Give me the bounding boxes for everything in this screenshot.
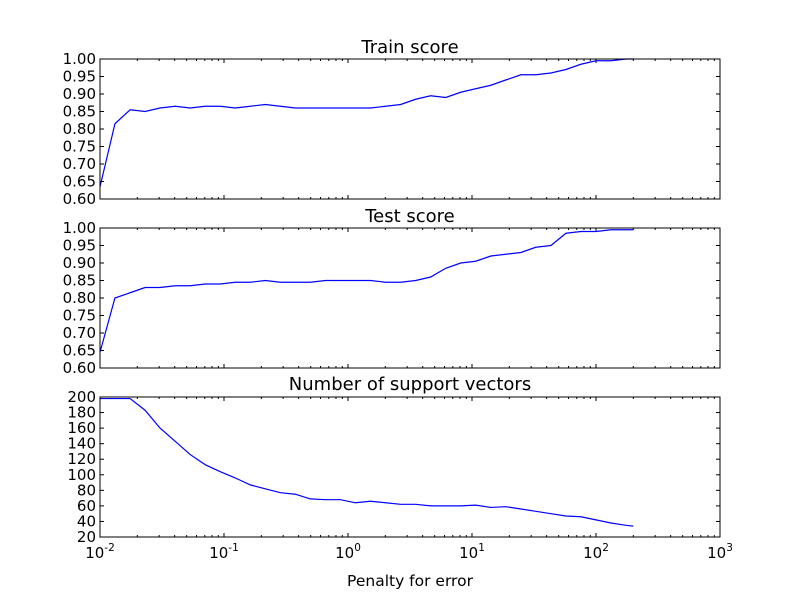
support-vectors-ytick-label: 60 <box>77 497 96 515</box>
x-tick-label-exponent: -2 <box>104 542 114 554</box>
x-tick-label-base: 10 <box>85 544 104 562</box>
x-tick-label-exponent: 1 <box>478 542 485 554</box>
train-score-axes <box>99 58 721 200</box>
train-score-ytick-label: 0.95 <box>63 68 96 86</box>
test-score-ytick-label: 0.60 <box>63 359 96 377</box>
test-score-ytick-label: 0.90 <box>63 254 96 272</box>
x-tick-label: 10-2 <box>85 542 115 562</box>
support-vectors-ytick-label: 20 <box>77 528 96 546</box>
x-tick-label: 101 <box>459 542 485 562</box>
x-axis-label: Penalty for error <box>347 572 474 590</box>
train-score-panel: Train score 0.600.650.700.750.800.850.90… <box>63 37 721 208</box>
test-score-ytick-label: 1.00 <box>63 219 96 237</box>
train-score-ytick-label: 0.80 <box>63 120 96 138</box>
test-score-y-axis: 0.600.650.700.750.800.850.900.951.00 <box>63 219 720 377</box>
x-tick-label-base: 10 <box>707 544 726 562</box>
x-tick-labels: 10-2 10-1 100 101 102 103 <box>85 542 733 562</box>
train-score-line <box>99 58 634 187</box>
train-score-ytick-label: 0.65 <box>63 173 96 191</box>
test-score-axes <box>99 227 721 369</box>
train-score-ytick-label: 0.90 <box>63 85 96 103</box>
support-vectors-axes <box>99 396 721 538</box>
x-tick-label-exponent: 2 <box>602 542 609 554</box>
x-tick-label: 10-1 <box>209 542 239 562</box>
test-score-title: Test score <box>364 206 455 227</box>
test-score-panel: Test score 0.600.650.700.750.800.850.900… <box>63 206 721 377</box>
train-score-y-axis: 0.600.650.700.750.800.850.900.951.00 <box>63 50 720 208</box>
test-score-line <box>99 229 634 353</box>
support-vectors-ytick-label: 160 <box>67 419 96 437</box>
x-tick-label-exponent: 3 <box>726 542 733 554</box>
support-vectors-ytick-label: 180 <box>67 404 96 422</box>
support-vectors-ytick-label: 120 <box>67 450 96 468</box>
test-score-ytick-label: 0.75 <box>63 307 96 325</box>
x-tick-label-exponent: -1 <box>228 542 238 554</box>
support-vectors-ytick-label: 200 <box>67 388 96 406</box>
train-score-ytick-label: 0.70 <box>63 155 96 173</box>
test-score-ytick-label: 0.95 <box>63 237 96 255</box>
test-score-ytick-label: 0.85 <box>63 272 96 290</box>
train-score-ytick-label: 0.60 <box>63 190 96 208</box>
x-tick-label-base: 10 <box>335 544 354 562</box>
support-vectors-title: Number of support vectors <box>289 374 531 395</box>
x-tick-label: 103 <box>707 542 733 562</box>
x-tick-label-exponent: 0 <box>354 542 361 554</box>
x-tick-label: 102 <box>583 542 609 562</box>
train-score-ytick-label: 0.85 <box>63 103 96 121</box>
support-vectors-ytick-label: 140 <box>67 435 96 453</box>
x-tick-label-base: 10 <box>209 544 228 562</box>
support-vectors-panel: Number of support vectors 20406080100120… <box>67 374 721 546</box>
support-vectors-ytick-label: 100 <box>67 466 96 484</box>
train-score-ytick-label: 1.00 <box>63 50 96 68</box>
support-vectors-ytick-label: 80 <box>77 481 96 499</box>
x-tick-label-base: 10 <box>583 544 602 562</box>
x-tick-label: 100 <box>335 542 361 562</box>
test-score-ytick-label: 0.70 <box>63 324 96 342</box>
test-score-ytick-label: 0.65 <box>63 342 96 360</box>
support-vectors-ytick-label: 40 <box>77 512 96 530</box>
support-vectors-line <box>100 397 634 527</box>
train-score-title: Train score <box>360 37 458 58</box>
x-tick-label-base: 10 <box>459 544 478 562</box>
train-score-ytick-label: 0.75 <box>63 138 96 156</box>
test-score-ytick-label: 0.80 <box>63 289 96 307</box>
